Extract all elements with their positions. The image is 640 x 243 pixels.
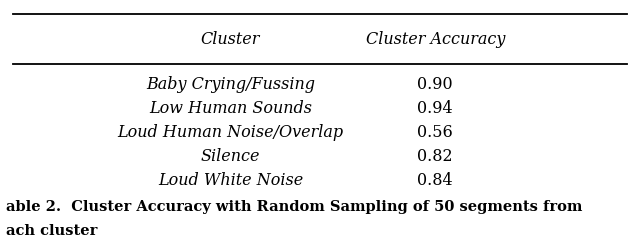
Text: 0.84: 0.84: [417, 172, 453, 189]
Text: 0.90: 0.90: [417, 76, 453, 93]
Text: Low Human Sounds: Low Human Sounds: [149, 100, 312, 117]
Text: Baby Crying/Fussing: Baby Crying/Fussing: [146, 76, 315, 93]
Text: ach cluster: ach cluster: [6, 224, 98, 238]
Text: Cluster: Cluster: [201, 31, 260, 48]
Text: Cluster Accuracy: Cluster Accuracy: [365, 31, 505, 48]
Text: 0.94: 0.94: [417, 100, 453, 117]
Text: Loud White Noise: Loud White Noise: [158, 172, 303, 189]
Text: 0.82: 0.82: [417, 148, 453, 165]
Text: Loud Human Noise/Overlap: Loud Human Noise/Overlap: [117, 124, 344, 141]
Text: Silence: Silence: [201, 148, 260, 165]
Text: able 2.  Cluster Accuracy with Random Sampling of 50 segments from: able 2. Cluster Accuracy with Random Sam…: [6, 200, 583, 214]
Text: 0.56: 0.56: [417, 124, 453, 141]
